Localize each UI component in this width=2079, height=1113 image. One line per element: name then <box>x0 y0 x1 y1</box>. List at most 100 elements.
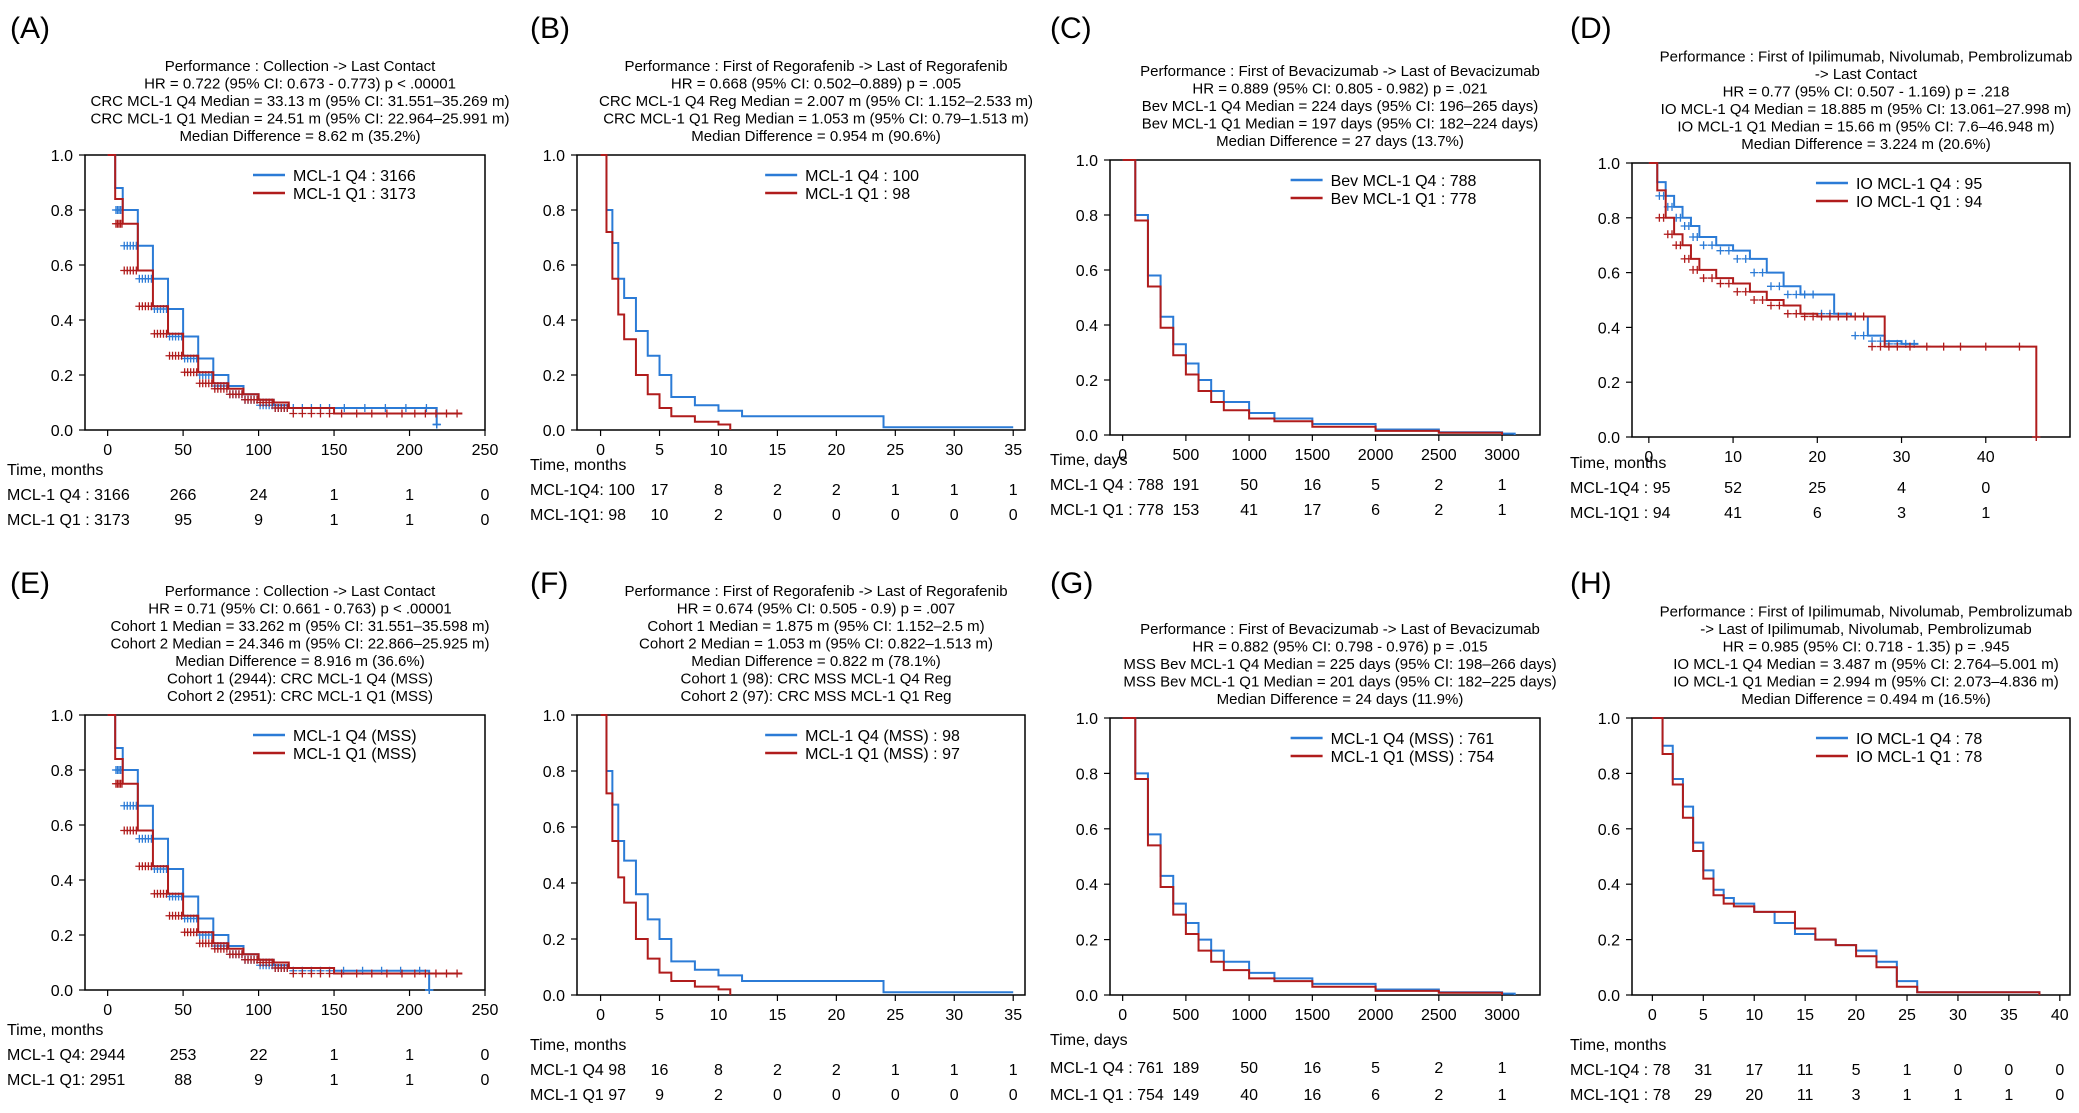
risk-value: 5 <box>1371 1060 1380 1077</box>
risk-value: 153 <box>1173 502 1200 519</box>
censor-mark <box>425 986 434 994</box>
risk-value: 0 <box>950 1087 959 1104</box>
censor-mark <box>1859 331 1868 340</box>
censor-mark <box>117 779 126 788</box>
risk-value: 0 <box>481 487 490 504</box>
risk-value: 2 <box>1434 502 1443 519</box>
x-tick-label: 5 <box>655 442 664 459</box>
y-tick-label: 0.0 <box>1598 430 1620 447</box>
risk-value: 40 <box>1240 1087 1258 1104</box>
km-panel-5: (E) Performance : Collection -> Last Cont… <box>7 567 498 1089</box>
risk-value: 149 <box>1173 1087 1200 1104</box>
header-line: HR = 0.985 (95% CI: 0.718 - 1.35) p = .9… <box>1723 639 2010 656</box>
panel-label: (B) <box>530 12 570 45</box>
censor-mark <box>382 969 391 978</box>
risk-value: 8 <box>714 482 723 499</box>
x-tick-label: 30 <box>1893 449 1911 466</box>
censor-mark <box>283 964 292 972</box>
y-tick-label: 0.4 <box>1076 318 1098 335</box>
y-tick-label: 0.6 <box>51 818 73 835</box>
x-tick-label: 200 <box>396 1002 423 1019</box>
risk-value: 2 <box>773 1062 782 1079</box>
risk-value: 1 <box>405 1072 414 1089</box>
y-tick-label: 1.0 <box>1076 711 1098 728</box>
risk-value: 266 <box>170 487 197 504</box>
x-tick-label: 250 <box>472 442 499 459</box>
risk-value: 1 <box>1009 482 1018 499</box>
y-tick-label: 1.0 <box>1598 711 1620 728</box>
y-tick-label: 0.8 <box>51 763 73 780</box>
y-tick-label: 0.6 <box>1076 822 1098 839</box>
panel-label: (F) <box>530 567 568 600</box>
risk-row-label: MCL-1 Q4 : 788 <box>1050 477 1164 494</box>
censor-mark <box>1668 230 1677 239</box>
risk-value: 16 <box>1303 1060 1321 1077</box>
y-tick-label: 0.8 <box>543 203 565 220</box>
risk-value: 6 <box>1813 505 1822 522</box>
y-tick-label: 0.4 <box>51 313 73 330</box>
risk-value: 9 <box>655 1087 664 1104</box>
x-tick-label: 35 <box>1004 1007 1022 1024</box>
censor-mark <box>1800 290 1809 299</box>
censor-mark <box>367 409 376 418</box>
x-tick-label: 30 <box>945 1007 963 1024</box>
risk-value: 1 <box>405 487 414 504</box>
survival-curve-q4 <box>107 154 438 425</box>
censor-mark <box>1684 254 1693 263</box>
risk-value: 3 <box>1897 505 1906 522</box>
plot-frame <box>576 714 1026 996</box>
header-line: Bev MCL-1 Q1 Median = 197 days (95% CI: … <box>1142 116 1538 133</box>
risk-value: 8 <box>714 1062 723 1079</box>
censor-mark <box>1817 312 1826 321</box>
censor-mark <box>432 420 441 429</box>
x-tick-label: 2500 <box>1421 447 1457 464</box>
risk-value: 2 <box>714 507 723 524</box>
risk-value: 10 <box>651 507 669 524</box>
censor-mark <box>1792 309 1801 318</box>
risk-row-label: MCL-1 Q4: 2944 <box>7 1047 125 1064</box>
censor-mark <box>1939 342 1948 351</box>
censor-mark <box>192 368 201 377</box>
legend-entry: IO MCL-1 Q4 : 95 <box>1856 176 1982 193</box>
panel-label: (E) <box>10 567 50 600</box>
km-panel-1: (A) Performance : Collection -> Last Cont… <box>7 12 509 529</box>
risk-value: 1 <box>330 512 339 529</box>
header-line: Median Difference = 0.822 m (78.1%) <box>691 653 940 670</box>
x-tick-label: 15 <box>769 442 787 459</box>
risk-value: 189 <box>1173 1060 1200 1077</box>
censor-mark <box>147 274 156 283</box>
risk-row-label: MCL-1 Q4 : 3166 <box>7 487 130 504</box>
header-line: Performance : Collection -> Last Contact <box>165 58 436 75</box>
censor-mark <box>192 928 201 937</box>
risk-value: 1 <box>950 482 959 499</box>
censor-mark <box>268 958 277 967</box>
risk-value: 25 <box>1808 480 1826 497</box>
header-line: Performance : First of Bevacizumab -> La… <box>1140 621 1540 638</box>
censor-mark <box>431 409 440 418</box>
plot-frame <box>84 714 486 991</box>
risk-row-label: MCL-1Q1 : 94 <box>1570 505 1671 522</box>
censor-mark <box>410 409 419 418</box>
risk-table-header: Time, months <box>530 1037 626 1054</box>
censor-mark <box>367 969 376 978</box>
panel-label: (H) <box>1570 567 1612 600</box>
header-line: Cohort 1 (2944): CRC MCL-1 Q4 (MSS) <box>167 671 433 688</box>
x-tick-label: 100 <box>245 1002 272 1019</box>
header-line: Median Difference = 8.916 m (36.6%) <box>175 653 424 670</box>
risk-table-header: Time, days <box>1050 452 1128 469</box>
y-tick-label: 0.4 <box>1598 320 1620 337</box>
y-tick-label: 0.2 <box>543 368 565 385</box>
y-tick-label: 0.0 <box>1076 428 1098 445</box>
censor-mark <box>1783 309 1792 318</box>
plot-frame <box>1631 162 2071 438</box>
risk-value: 5 <box>1852 1062 1861 1079</box>
censor-mark <box>316 409 325 418</box>
risk-value: 0 <box>2055 1087 2064 1104</box>
censor-mark <box>177 351 186 360</box>
risk-value: 0 <box>1009 507 1018 524</box>
risk-value: 0 <box>891 507 900 524</box>
censor-mark <box>422 404 431 412</box>
km-panel-7: (G) Performance : First of Bevacizumab ->… <box>1050 567 1557 1104</box>
x-tick-label: 500 <box>1173 1007 1200 1024</box>
